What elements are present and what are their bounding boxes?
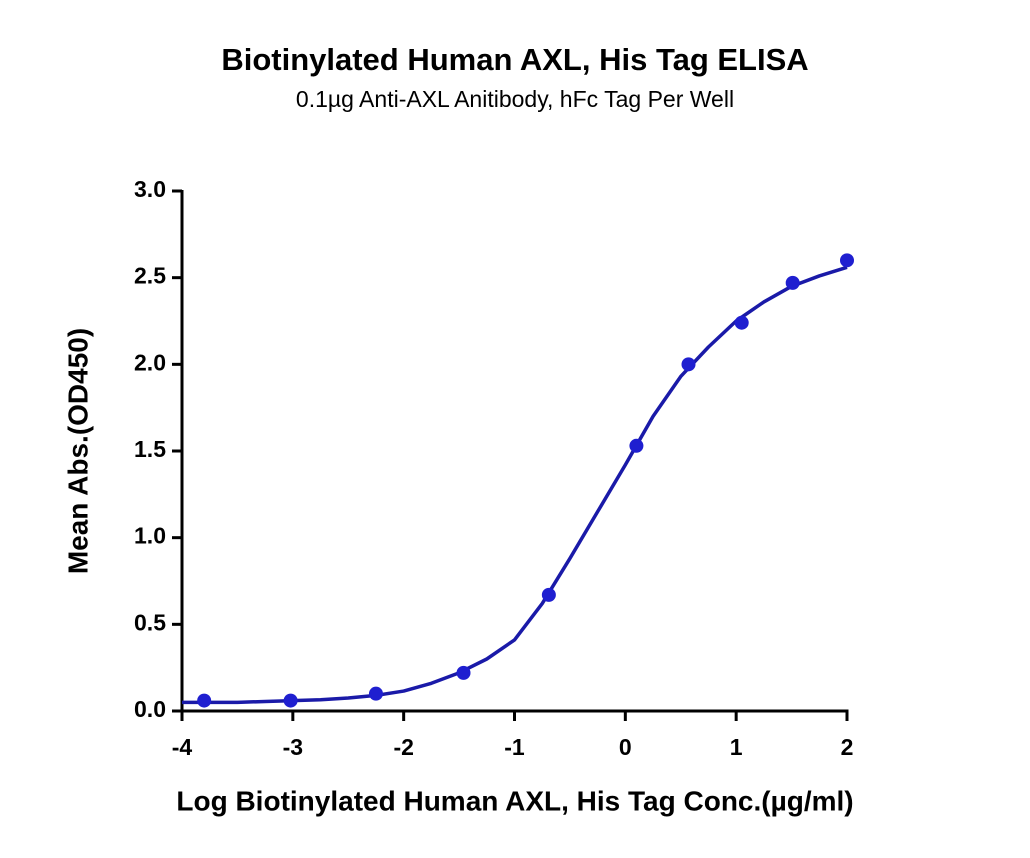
x-tick-label: -3 [283,734,303,760]
x-tick-label: -2 [393,734,413,760]
y-tick-label: 0.0 [134,696,166,722]
y-tick-label: 3.0 [134,176,166,202]
x-axis-label: Log Biotinylated Human AXL, His Tag Conc… [176,785,853,816]
data-point [681,357,696,372]
y-tick-label: 2.0 [134,349,166,375]
data-point [456,665,471,680]
data-point [840,253,854,268]
x-tick-label: 0 [619,734,632,760]
y-tick-label: 1.0 [134,523,166,549]
data-point [368,686,383,701]
y-tick-label: 1.5 [134,436,166,462]
x-tick-label: -1 [504,734,525,760]
chart-title: Biotinylated Human AXL, His Tag ELISA [221,42,808,77]
fit-curve [182,265,848,705]
data-point [283,693,298,708]
y-tick-label: 0.5 [134,609,166,635]
data-point [197,693,212,708]
y-axis-label: Mean Abs.(OD450) [62,328,93,574]
data-point [785,275,800,290]
y-tick-label: 2.5 [134,263,166,289]
x-tick-label: 2 [841,734,854,760]
x-tick-label: 1 [730,734,743,760]
data-point [734,315,749,330]
data-point [541,587,556,602]
x-tick-label: -4 [172,734,193,760]
chart-subtitle: 0.1µg Anti-AXL Anitibody, hFc Tag Per We… [296,86,734,112]
data-point [629,438,644,453]
